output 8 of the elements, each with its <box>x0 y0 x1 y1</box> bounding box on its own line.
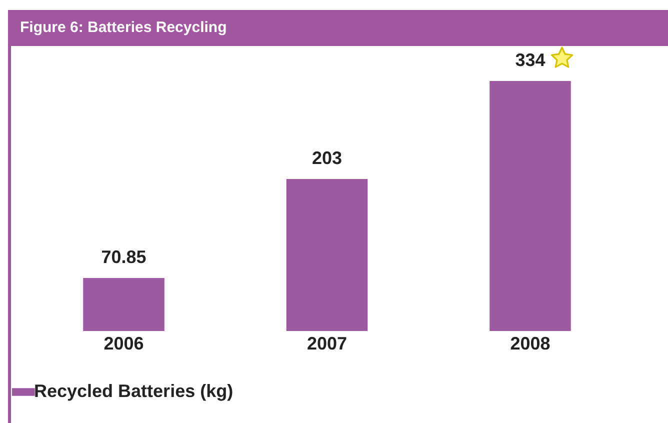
data-label: 334 <box>515 50 546 70</box>
x-tick-label: 2008 <box>510 334 550 354</box>
x-tick-label: 2007 <box>306 334 348 354</box>
legend-label: Recycled Batteries (kg) <box>34 381 234 401</box>
chart-title: Figure 6: Batteries Recycling <box>8 10 668 46</box>
x-tick-label: 2006 <box>104 334 144 354</box>
data-label: 203 <box>312 148 342 168</box>
data-label: 70.85 <box>101 246 146 267</box>
